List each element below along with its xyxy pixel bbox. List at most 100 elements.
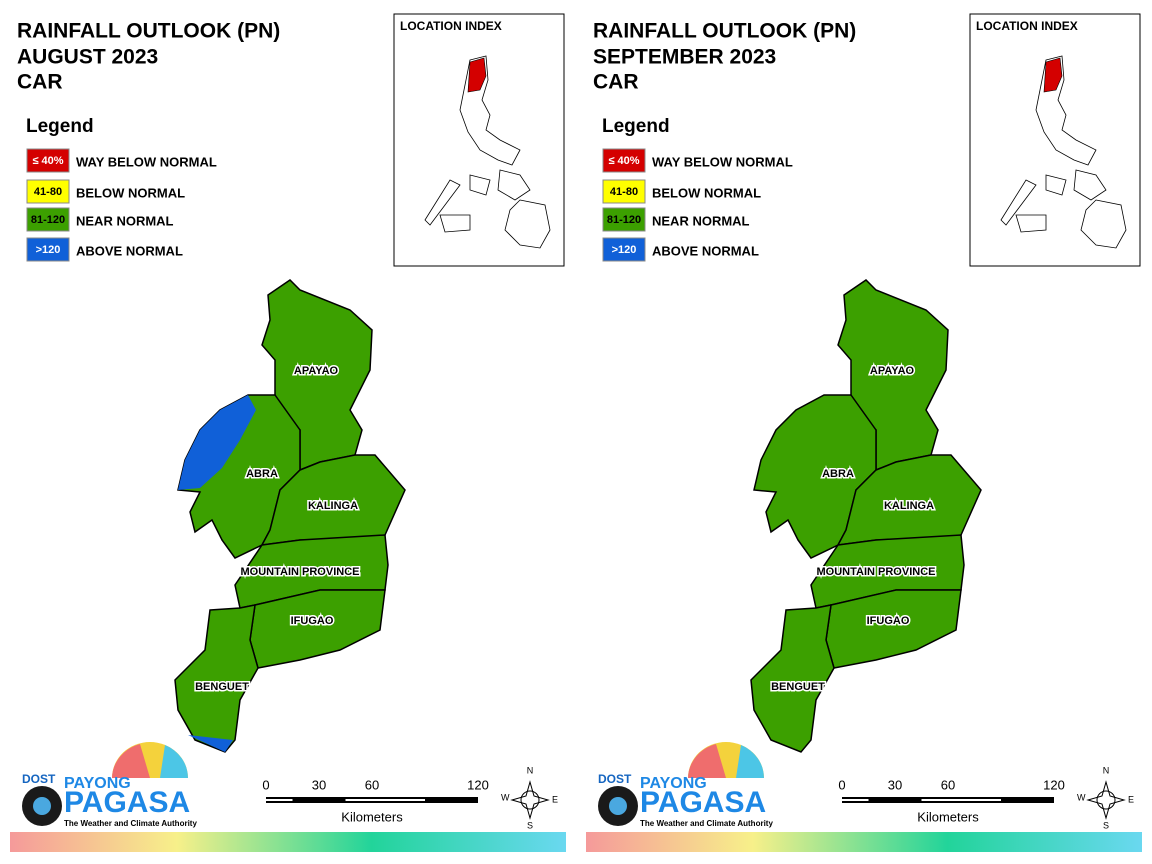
province-label: MOUNTAIN PROVINCE	[241, 566, 360, 578]
logo-dost: DOST	[598, 772, 632, 786]
legend-label: ABOVE NORMAL	[76, 243, 183, 258]
compass-w: W	[501, 792, 510, 802]
legend-swatch-label: >120	[612, 244, 637, 256]
logo-tagline: The Weather and Climate Authority	[640, 819, 773, 828]
scale-tick-label: 120	[467, 777, 489, 792]
scale-segment	[842, 799, 869, 801]
logo-seal	[33, 797, 51, 815]
province-label: BENGUET	[195, 681, 249, 693]
compass-rose	[510, 780, 550, 820]
province-label: ABRA	[822, 468, 854, 480]
scale-tick-label: 0	[838, 777, 845, 792]
logo-dost: DOST	[22, 772, 56, 786]
scale-segment	[372, 799, 425, 801]
logo-umbrella	[688, 744, 726, 778]
legend-swatch-label: 81-120	[31, 214, 65, 226]
compass-w: W	[1077, 792, 1086, 802]
logo-payong: PAYONG	[64, 775, 131, 792]
logo-payong: PAYONG	[640, 775, 707, 792]
scale-segment	[266, 799, 293, 801]
compass-ring	[1096, 790, 1116, 810]
map-title: RAINFALL OUTLOOK (PN)	[17, 20, 280, 43]
province	[753, 394, 877, 559]
map-month: AUGUST 2023	[17, 46, 158, 69]
logo-umbrella	[736, 745, 764, 778]
province-label: KALINGA	[308, 500, 358, 512]
logo-pagasa: PAGASA	[64, 786, 190, 819]
scale-segment	[948, 799, 1001, 801]
scale-tick-label: 30	[312, 777, 326, 792]
legend-swatch	[26, 179, 70, 204]
map-region: CAR	[593, 71, 639, 94]
scale-tick-label: 60	[365, 777, 379, 792]
legend-label: WAY BELOW NORMAL	[76, 154, 217, 169]
index-highlight	[467, 57, 487, 93]
logo-seal	[609, 797, 627, 815]
scale-segment	[319, 799, 346, 801]
legend-swatch	[602, 237, 646, 262]
province-label: ABRA	[246, 468, 278, 480]
compass-s: S	[527, 820, 533, 830]
logo-pagasa: PAGASA	[640, 786, 766, 819]
legend-label: ABOVE NORMAL	[652, 243, 759, 258]
legend-title: Legend	[26, 116, 94, 137]
legend-swatch	[602, 148, 646, 173]
province-label: BENGUET	[771, 681, 825, 693]
legend-swatch	[26, 207, 70, 232]
logo-tagline: The Weather and Climate Authority	[64, 819, 197, 828]
province-label: IFUGAO	[291, 615, 334, 627]
scale-tick-label: 0	[262, 777, 269, 792]
logo-umbrella	[160, 745, 188, 778]
index-map	[424, 55, 551, 249]
province-label: KALINGA	[884, 500, 934, 512]
legend-label: NEAR NORMAL	[76, 213, 174, 228]
index-title: LOCATION INDEX	[976, 19, 1078, 33]
legend-label: WAY BELOW NORMAL	[652, 154, 793, 169]
map-title: RAINFALL OUTLOOK (PN)	[593, 20, 856, 43]
province-label: APAYAO	[294, 365, 339, 377]
scale-tick-label: 30	[888, 777, 902, 792]
legend-label: BELOW NORMAL	[652, 185, 761, 200]
province-label: MOUNTAIN PROVINCE	[817, 566, 936, 578]
province-partial	[178, 395, 256, 490]
legend-swatch-label: 41-80	[610, 186, 638, 198]
legend-swatch	[602, 179, 646, 204]
legend-swatch-label: ≤ 40%	[32, 155, 63, 167]
legend-label: NEAR NORMAL	[652, 213, 750, 228]
legend-swatch-label: 41-80	[34, 186, 62, 198]
province	[174, 604, 259, 753]
legend-swatch-label: ≤ 40%	[608, 155, 639, 167]
legend-swatch-label: 81-120	[607, 214, 641, 226]
compass-e: E	[1128, 794, 1134, 804]
logo-umbrella	[112, 744, 150, 778]
legend-swatch-label: >120	[36, 244, 61, 256]
compass-ring	[520, 790, 540, 810]
legend-label: BELOW NORMAL	[76, 185, 185, 200]
legend-title: Legend	[602, 116, 670, 137]
legend-swatch	[26, 148, 70, 173]
province-label: APAYAO	[870, 365, 915, 377]
scale-unit: Kilometers	[917, 809, 979, 824]
map-region: CAR	[17, 71, 63, 94]
index-title: LOCATION INDEX	[400, 19, 502, 33]
scale-tick-label: 120	[1043, 777, 1065, 792]
footer-band	[586, 832, 1142, 852]
scale-unit: Kilometers	[341, 809, 403, 824]
index-highlight	[1043, 57, 1063, 93]
compass-s: S	[1103, 820, 1109, 830]
compass-rose	[1086, 780, 1126, 820]
province-partial	[188, 735, 233, 752]
index-map	[1000, 55, 1127, 249]
scale-segment	[895, 799, 922, 801]
scale-tick-label: 60	[941, 777, 955, 792]
province-label: IFUGAO	[867, 615, 910, 627]
compass-n: N	[527, 765, 534, 775]
province	[825, 589, 962, 669]
map-month: SEPTEMBER 2023	[593, 46, 776, 69]
compass-e: E	[552, 794, 558, 804]
province	[249, 589, 386, 669]
legend-swatch	[602, 207, 646, 232]
